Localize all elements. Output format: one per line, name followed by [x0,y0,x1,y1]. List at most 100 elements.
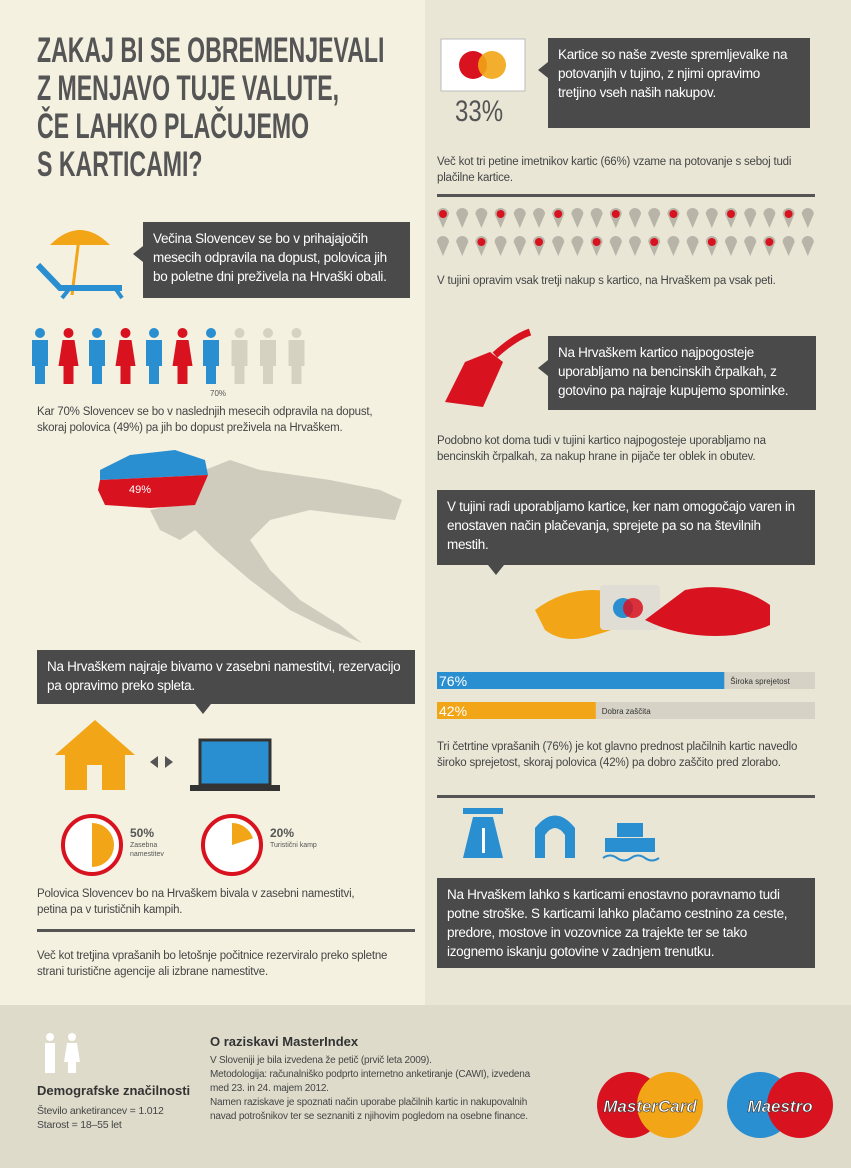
callout: Kartice so naše zveste spremljevalke na … [538,38,810,128]
footer-bg [0,1005,851,1168]
title-line: S KARTICAMI? [37,145,203,184]
pin [782,236,795,256]
person-head [291,328,302,338]
bar-name: Široka sprejetost [730,677,790,686]
card-icon [440,38,526,92]
title: ZAKAJ BI SE OBREMENJEVALI Z MENJAVO TUJE … [37,32,384,184]
pie-label: 20% [270,826,294,840]
map-label: 49% [129,484,151,496]
pin-dot [554,210,563,218]
title-line: Z MENJAVO TUJE VALUTE, [37,69,340,108]
logo-text: MasterCard [603,1097,697,1116]
pin [686,236,699,256]
bar [437,672,725,689]
pin [533,208,545,228]
pins [437,208,814,256]
pin [513,208,526,228]
pin [744,208,757,228]
person-body [89,340,105,366]
person-legs [63,364,74,384]
fuel-icon [445,328,532,407]
logo-text: Maestro [747,1097,812,1116]
person-icon [172,328,193,384]
pin [552,236,565,256]
pin [571,208,584,228]
person-icon [288,328,305,384]
pin-dot [439,210,447,218]
pin [456,236,469,256]
pin [705,208,718,228]
pie-slice [92,823,114,867]
bar [437,702,596,719]
text: Več kot tri petine imetnikov kartic (66%… [437,156,792,184]
person-body [146,340,162,366]
footer-heading: O raziskavi MasterIndex [210,1034,359,1049]
pin [801,208,814,228]
pin-dot [707,238,716,246]
person-head [35,328,45,338]
pin [648,208,661,228]
pin-dot [496,210,505,218]
pin [686,208,699,228]
pie-name-text: Turistični kamp [270,842,317,849]
pin [590,208,603,228]
pie-label: 50% [130,826,154,840]
title-line: ZAKAJ BI SE OBREMENJEVALI [37,31,385,70]
house-laptop-icons [55,720,280,791]
bar-name: Dobra zaščita [602,707,651,716]
people-chart: 70% [32,328,305,398]
text: Več kot tretjina vprašanih bo letošnje p… [37,950,388,978]
person-legs [149,364,159,384]
bar-label: 42% [439,703,467,719]
callout: Na Hrvaškem lahko s karticami enostavno … [437,878,815,968]
person-legs [263,364,273,384]
pie-name-text: Zasebna namestitev [130,842,164,858]
separator [437,795,815,798]
person-head [234,328,245,338]
logos: MasterCard Maestro [597,1072,833,1138]
demo-line: Starost = 18–55 let [37,1119,122,1131]
text: Polovica Slovencev bo na Hrvaškem bivala… [37,888,355,916]
demographics: Število anketirancev = 1.012 Starost = 18… [37,1104,164,1132]
pin-dot [727,210,735,218]
pin-dot [611,210,620,218]
person-icon [231,328,248,384]
about-line: Metodologija: računalniško podprto inter… [210,1069,531,1094]
people-icon [45,1033,80,1073]
person-body [32,340,48,366]
pin-dot [650,238,659,246]
person-head [263,328,273,338]
pin [725,236,737,256]
person-body [58,340,79,366]
about: V Sloveniji je bila izvedena že petič (p… [210,1054,535,1124]
person-head [149,328,159,338]
demo-line: Število anketirancev = 1.012 [37,1105,164,1117]
separator [437,194,815,197]
separator [37,929,415,932]
person-icon [260,328,276,384]
person-body [203,340,219,366]
hands-icon [535,585,770,639]
pin [629,208,641,228]
pin-dot [535,238,543,246]
pin [571,236,584,256]
pin [763,208,776,228]
people-label: 70% [210,389,226,398]
person-icon [32,328,48,384]
person-head [63,328,74,338]
pin [494,236,507,256]
pin [437,236,449,256]
person-head [120,328,131,338]
person-body [231,340,248,366]
person-body [260,340,276,366]
card-percent: 33% [455,95,504,128]
pin [744,236,757,256]
person-body [172,340,193,366]
callout: V tujini radi uporabljamo kartice, ker n… [437,490,815,575]
person-legs [177,364,188,384]
pin [475,208,488,228]
about-line: Namen raziskave je spoznati način uporab… [210,1097,528,1122]
callout: Večina Slovencev se bo v prihajajočih me… [133,222,410,298]
pin-dot [765,238,774,246]
